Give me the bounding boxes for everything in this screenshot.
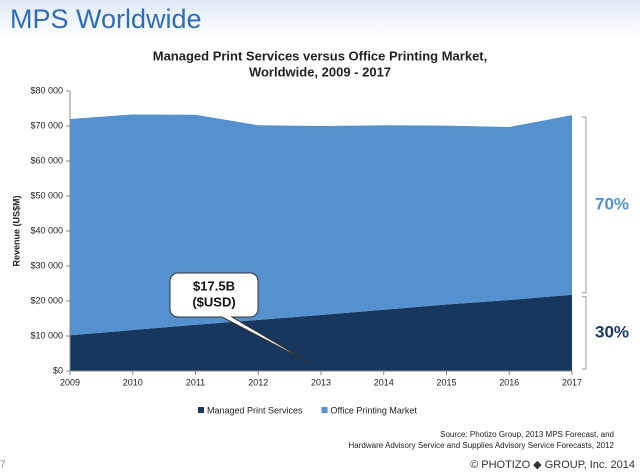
share-label: 70%	[595, 194, 629, 213]
callout-bubble	[169, 272, 311, 364]
x-tick-label: 2017	[562, 377, 582, 387]
source-note: Hardware Advisory Service and Supplies A…	[349, 441, 615, 450]
y-tick-label: $70 000	[30, 120, 63, 130]
y-axis-label: Revenue (US$M)	[11, 195, 21, 266]
header-band	[0, 0, 640, 40]
source-note: Source: Photizo Group, 2013 MPS Forecast…	[440, 430, 614, 439]
x-tick-label: 2010	[123, 377, 143, 387]
y-tick-label: $60 000	[30, 155, 63, 165]
chart-title: Managed Print Services versus Office Pri…	[153, 48, 488, 63]
slide-title: MPS Worldwide	[10, 4, 202, 34]
legend-label: Managed Print Services	[207, 405, 303, 415]
share-label: 30%	[595, 322, 629, 341]
x-tick-label: 2009	[60, 377, 80, 387]
legend-swatch	[198, 407, 204, 413]
y-tick-label: $50 000	[30, 190, 63, 200]
y-tick-label: $80 000	[30, 85, 63, 95]
y-tick-label: $10 000	[30, 330, 63, 340]
brace	[582, 116, 587, 294]
x-tick-label: 2015	[436, 377, 456, 387]
y-tick-label: $40 000	[30, 225, 63, 235]
area	[70, 294, 572, 371]
legend-swatch	[321, 407, 328, 413]
callout-text: ($USD)	[192, 294, 235, 309]
x-tick-label: 2013	[311, 377, 331, 387]
callout-text: $17.5B	[193, 278, 235, 293]
brace	[582, 296, 587, 370]
y-tick-label: $0	[53, 365, 63, 375]
footer: © PHOTIZO ◆ GROUP, Inc. 2014	[470, 459, 635, 471]
y-tick-label: $20 000	[30, 295, 63, 305]
x-tick-label: 2014	[374, 377, 394, 387]
y-tick-label: $30 000	[30, 260, 63, 270]
page-number: 7	[0, 460, 6, 471]
x-tick-label: 2011	[186, 377, 205, 387]
x-tick-label: 2016	[499, 377, 519, 387]
x-tick-label: 2012	[248, 377, 268, 387]
legend-label: Office Printing Market	[331, 405, 418, 415]
chart-title: Worldwide, 2009 - 2017	[249, 64, 391, 79]
